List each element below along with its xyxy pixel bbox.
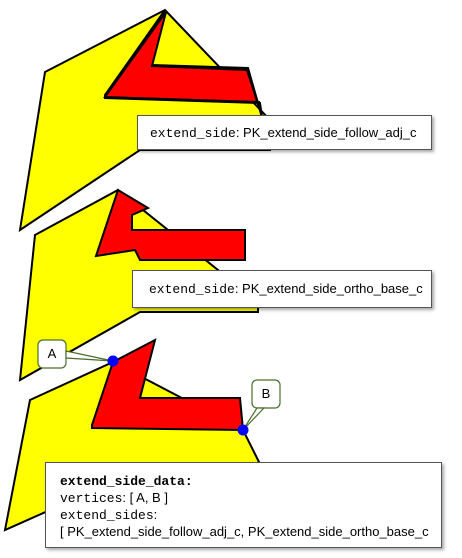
vertex-b-label: B <box>261 386 271 401</box>
panel2-label-key: extend_side <box>149 282 235 297</box>
callout-a-pointer <box>65 350 114 362</box>
data-title: extend_side_data: <box>60 474 193 489</box>
callout-b-pointer <box>242 407 266 431</box>
vertex-a-marker <box>107 355 119 367</box>
extend-sides-colon: : <box>153 507 158 522</box>
vertices-key: vertices <box>60 491 123 506</box>
panel1-red-fill <box>103 11 263 118</box>
panel2-label-box: extend_side: PK_extend_side_ortho_base_c <box>132 270 432 308</box>
vertices-value: : [ A, B ] <box>122 490 168 505</box>
panel2-red-extension <box>94 188 246 261</box>
panel1-label-value: : PK_extend_side_follow_adj_c <box>235 125 417 140</box>
extend-sides-key: extend_sides <box>60 508 154 523</box>
panel3-red-extension <box>91 338 245 432</box>
panel1-label-box: extend_side: PK_extend_side_follow_adj_c <box>137 115 432 150</box>
callout-b-box <box>251 379 281 409</box>
extend-side-data-box: extend_side_data: vertices: [ A, B ] ext… <box>45 462 442 548</box>
vertex-b-marker <box>237 424 249 436</box>
vertex-a-label: A <box>47 346 57 361</box>
extend-sides-value: [ PK_extend_side_follow_adj_c, PK_extend… <box>60 524 429 539</box>
panel1-label-key: extend_side <box>150 126 236 141</box>
panel2-label-value: : PK_extend_side_ortho_base_c <box>234 281 423 296</box>
